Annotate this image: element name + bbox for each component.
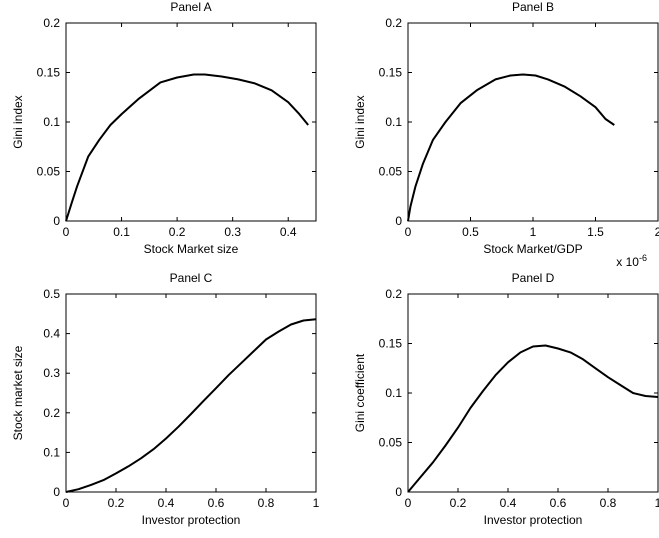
x-tick-label: 0.4: [280, 225, 297, 239]
x-axis-label: Investor protection: [484, 513, 583, 527]
y-tick-label: 0: [53, 214, 60, 228]
panel-title: Panel A: [170, 0, 211, 14]
y-tick-label: 0.2: [385, 287, 402, 301]
x-tick-label: 0.6: [550, 496, 567, 510]
x-axis-label: Investor protection: [142, 513, 241, 527]
x-tick-label: 0: [405, 496, 412, 510]
y-tick-label: 0.1: [385, 115, 402, 129]
x-tick-label: 0: [63, 225, 70, 239]
y-axis-label: Stock market size: [11, 345, 25, 440]
x-tick-label: 0.6: [208, 496, 225, 510]
x-tick-label: 0.1: [113, 225, 130, 239]
series-line: [65, 73, 309, 222]
x-tick-label: 0.3: [224, 225, 241, 239]
y-tick-label: 0.2: [43, 16, 60, 30]
y-tick-label: 0.05: [379, 436, 403, 450]
y-tick-label: 0: [53, 485, 60, 499]
panel-a: 0 0.1 0.2 0.3 0.4 0 0.05 0.1 0.15 0.2 Panel A Stock…: [11, 0, 317, 256]
x-tick-label: 1: [530, 225, 537, 239]
x-tick-label: 0.5: [462, 225, 479, 239]
x-tick-label: 1: [313, 496, 320, 510]
x-tick-label: 0.8: [600, 496, 617, 510]
x-multiplier-label: x 10-6: [616, 253, 647, 269]
panel-d: 0 0.2 0.4 0.6 0.8 1 0 0.05 0.1 0.15 0.2 Panel D Inve…: [353, 271, 659, 527]
y-tick-label: 0.2: [385, 16, 402, 30]
x-tick-label: 0.2: [450, 496, 467, 510]
x-tick-label: 0: [405, 225, 412, 239]
y-axis-label: Gini index: [11, 95, 25, 148]
x-tick-label: 0.4: [158, 496, 175, 510]
plot-frame: [407, 293, 659, 493]
y-tick-label: 0.05: [37, 165, 61, 179]
x-tick-label: 1.5: [587, 225, 604, 239]
y-tick-label: 0.1: [43, 115, 60, 129]
x-axis-label: Stock Market size: [144, 242, 239, 256]
series-line: [407, 344, 659, 493]
y-tick-label: 0.4: [43, 327, 60, 341]
y-tick-label: 0.1: [43, 445, 60, 459]
series-line: [407, 73, 615, 222]
y-tick-label: 0.2: [43, 406, 60, 420]
x-axis-label: Stock Market/GDP: [483, 242, 582, 256]
panel-title: Panel B: [512, 0, 554, 14]
y-tick-label: 0: [395, 214, 402, 228]
y-axis-label: Gini index: [353, 95, 367, 148]
x-multiplier-base: x 10: [616, 255, 639, 269]
panel-title: Panel C: [170, 271, 213, 285]
y-tick-label: 0.15: [379, 337, 403, 351]
panel-c: 0 0.2 0.4 0.6 0.8 1 0 0.1 0.2 0.3 0.4 0.5 Panel C Inv…: [11, 271, 320, 527]
y-tick-label: 0.5: [43, 287, 60, 301]
y-tick-label: 0.05: [379, 165, 403, 179]
plot-frame: [65, 22, 317, 222]
x-tick-label: 1: [655, 496, 659, 510]
x-tick-label: 0: [63, 496, 70, 510]
x-multiplier-exponent: -6: [639, 253, 647, 263]
plot-frame: [65, 293, 317, 493]
y-axis-label: Gini coefficient: [353, 353, 367, 432]
y-tick-label: 0.15: [379, 66, 403, 80]
panel-b: 0 0.5 1 1.5 2 0 0.05 0.1 0.15 0.2 Panel B Stock Mar…: [353, 0, 659, 269]
series-line: [65, 318, 317, 493]
y-tick-label: 0.1: [385, 386, 402, 400]
x-tick-label: 0.2: [108, 496, 125, 510]
y-tick-label: 0.3: [43, 366, 60, 380]
x-tick-label: 2: [655, 225, 659, 239]
y-tick-label: 0.15: [37, 66, 61, 80]
x-tick-label: 0.8: [258, 496, 275, 510]
x-tick-label: 0.4: [500, 496, 517, 510]
panel-title: Panel D: [512, 271, 555, 285]
x-tick-label: 0.2: [169, 225, 186, 239]
y-tick-label: 0: [395, 485, 402, 499]
